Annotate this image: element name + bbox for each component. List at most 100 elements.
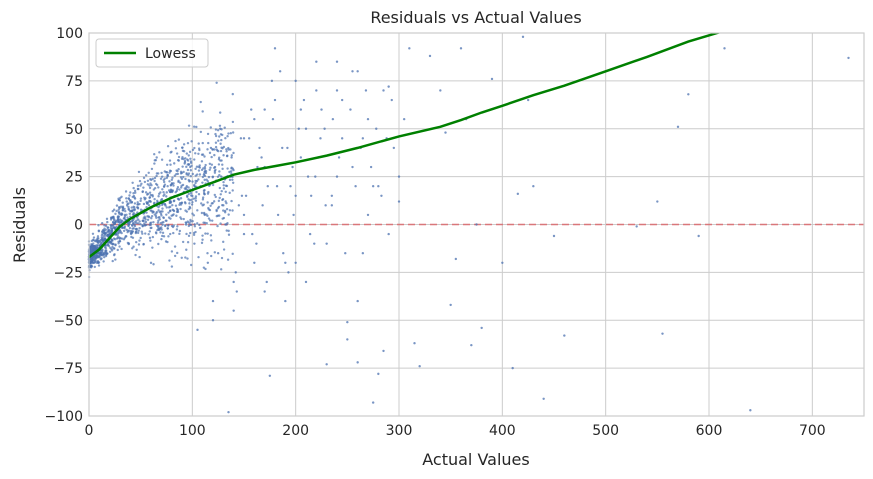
residual-point	[105, 217, 109, 221]
residual-point	[227, 229, 230, 233]
residual-point	[160, 198, 164, 201]
residual-point	[105, 252, 108, 255]
plot-frame	[88, 32, 865, 417]
residual-point	[221, 203, 224, 207]
residual-point	[149, 209, 152, 212]
residual-point	[226, 167, 229, 170]
residual-point	[89, 265, 92, 268]
residual-point	[122, 229, 126, 233]
residual-point	[240, 194, 244, 197]
residual-point	[203, 155, 206, 158]
residual-point	[184, 177, 187, 181]
y-tick-label: 100	[56, 26, 83, 42]
residual-point	[304, 127, 308, 130]
residual-point	[172, 184, 175, 187]
residual-point	[397, 175, 401, 178]
residual-point	[220, 189, 223, 193]
residual-point	[102, 252, 105, 256]
residual-point	[194, 195, 198, 198]
residual-point	[235, 290, 238, 293]
residual-point	[382, 349, 385, 353]
residual-point	[189, 169, 193, 172]
residual-point	[216, 175, 220, 178]
residual-point	[109, 218, 113, 221]
residual-point	[179, 172, 183, 175]
residual-point	[377, 372, 380, 376]
residual-point	[152, 220, 155, 224]
residual-point	[145, 205, 148, 209]
residual-point	[230, 199, 233, 203]
residual-point	[165, 206, 168, 209]
residual-point	[356, 70, 359, 73]
residual-point	[330, 194, 334, 197]
residual-point	[168, 259, 171, 262]
residual-point	[146, 183, 150, 186]
residual-point	[202, 266, 206, 269]
residual-point	[191, 172, 194, 176]
residual-point	[142, 176, 146, 180]
residual-point	[203, 212, 206, 216]
residual-point	[221, 198, 225, 201]
residual-point	[98, 256, 101, 259]
residual-point	[91, 238, 95, 241]
residual-point	[231, 252, 234, 256]
residual-point	[100, 236, 103, 239]
residual-point	[157, 209, 160, 212]
residual-point	[192, 233, 196, 237]
residual-point	[149, 182, 152, 185]
residual-point	[102, 260, 105, 263]
residual-point	[129, 191, 132, 194]
residual-point	[215, 148, 218, 151]
residual-point	[161, 207, 164, 210]
residual-point	[184, 209, 187, 212]
residual-point	[222, 248, 226, 251]
residual-point	[145, 211, 148, 214]
residual-point	[159, 177, 163, 180]
residual-point	[687, 93, 690, 96]
residual-point	[156, 183, 159, 187]
residual-point	[177, 138, 181, 141]
residual-point	[286, 146, 289, 150]
residual-point	[121, 219, 124, 223]
residual-point	[270, 79, 274, 83]
residual-point	[174, 147, 178, 150]
residual-point	[121, 205, 125, 208]
residual-point	[117, 206, 121, 209]
residual-point	[110, 238, 113, 242]
residual-point	[180, 201, 184, 204]
residual-point	[299, 156, 303, 159]
residual-point	[260, 156, 263, 159]
residual-point	[94, 257, 97, 260]
residual-point	[184, 223, 188, 226]
residual-point	[186, 168, 190, 172]
residual-point	[175, 228, 179, 231]
residual-point	[144, 174, 148, 177]
residual-point	[144, 232, 147, 235]
residual-point	[176, 172, 180, 176]
residual-point	[199, 130, 203, 134]
residual-point	[175, 189, 179, 193]
residual-point	[188, 202, 191, 205]
residual-point	[204, 163, 207, 167]
residual-point	[211, 299, 215, 303]
residual-point	[224, 137, 227, 140]
residual-point	[160, 203, 164, 207]
residual-point	[119, 213, 123, 216]
residual-point	[228, 191, 231, 195]
residual-point	[292, 213, 295, 217]
residual-point	[118, 231, 121, 234]
residual-point	[164, 224, 167, 227]
residual-point	[119, 205, 123, 208]
residual-point	[131, 230, 134, 233]
residual-point	[106, 226, 110, 229]
residual-point	[225, 207, 229, 211]
residual-point	[202, 189, 206, 193]
residual-point	[144, 220, 148, 224]
residual-point	[187, 192, 190, 196]
residual-point	[113, 222, 117, 226]
residual-point	[117, 220, 120, 223]
residual-point	[201, 181, 204, 184]
residual-point	[313, 242, 316, 245]
residual-point	[490, 77, 494, 81]
residual-point	[134, 253, 137, 257]
